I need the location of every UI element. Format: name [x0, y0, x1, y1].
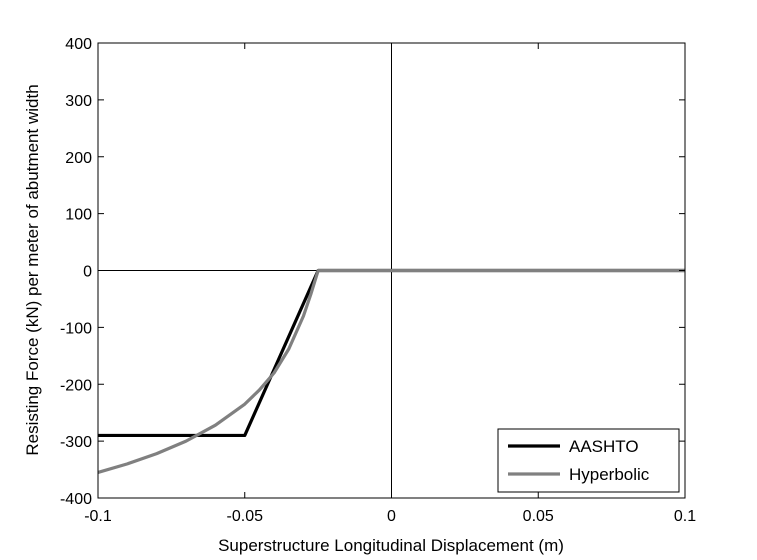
- legend: AASHTO Hyperbolic: [497, 428, 680, 493]
- y-tick-label: 400: [65, 36, 92, 53]
- legend-label-hyperbolic: Hyperbolic: [569, 465, 650, 484]
- tick-labels: -0.1 -0.05 0 0.05 0.1 -400 -300 -200 -100 0 100 200…: [60, 36, 696, 525]
- y-tick-label: 0: [83, 264, 92, 281]
- y-tick-label: 300: [65, 93, 92, 110]
- x-tick-label: -0.1: [84, 508, 112, 525]
- ticks: [97, 42, 686, 499]
- y-tick-label: -200: [60, 377, 92, 394]
- x-tick-label: -0.05: [227, 508, 264, 525]
- legend-box: [497, 428, 680, 493]
- y-tick-label: -400: [60, 491, 92, 508]
- x-tick-label: 0: [387, 508, 396, 525]
- series-line-hyperbolic: [97, 268, 685, 474]
- y-tick-label: -300: [60, 434, 92, 451]
- y-tick-label: -100: [60, 320, 92, 337]
- y-tick-label: 200: [65, 150, 92, 167]
- x-axis-title: Superstructure Longitudinal Displacement…: [218, 536, 564, 555]
- legend-label-aashto: AASHTO: [569, 437, 639, 456]
- y-axis-title: Resisting Force (kN) per meter of abutme…: [23, 84, 42, 455]
- x-tick-label: 0.1: [674, 508, 696, 525]
- x-tick-label: 0.05: [523, 508, 554, 525]
- y-tick-label: 100: [65, 207, 92, 224]
- series-layer: [97, 268, 685, 474]
